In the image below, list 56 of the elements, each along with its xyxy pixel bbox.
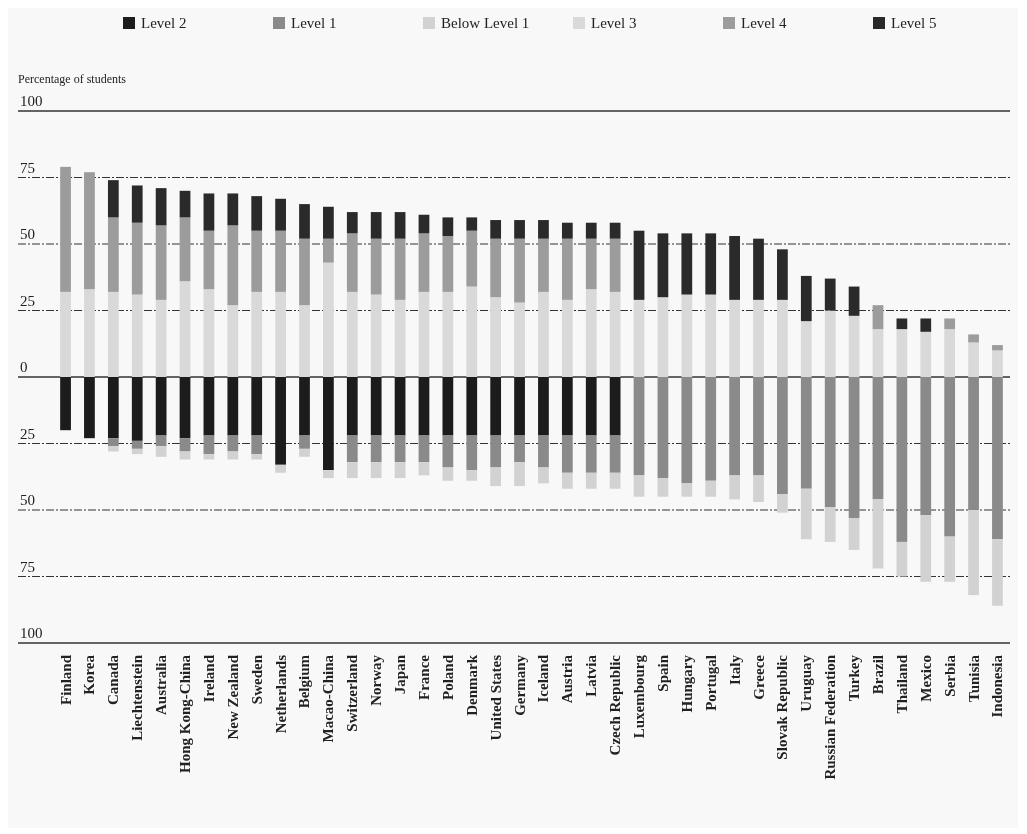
x-tick-label: Germany (511, 654, 528, 716)
y-tick-label: 100 (20, 93, 43, 109)
y-tick-label: 25 (20, 425, 35, 442)
legend-label: Level 3 (591, 15, 637, 31)
x-tick-label: Mexico (917, 655, 934, 702)
x-tick-label: Hong Kong-China (177, 654, 194, 773)
x-tick-label: Greece (750, 654, 767, 700)
x-tick-label: Brazil (869, 655, 886, 695)
y-tick-label: 75 (20, 558, 35, 575)
legend-label: Level 5 (891, 15, 937, 31)
x-tick-label: Switzerland (344, 654, 361, 732)
x-tick-label: Liechtenstein (129, 654, 146, 741)
legend-label: Level 2 (141, 15, 187, 31)
y-tick-label: 75 (20, 159, 35, 176)
x-tick-label: Iceland (535, 654, 552, 703)
x-tick-label: Tunisia (965, 654, 982, 702)
x-tick-label: Denmark (463, 654, 480, 716)
x-tick-label: Turkey (846, 654, 863, 702)
x-tick-label: Latvia (583, 654, 600, 697)
x-tick-label: Serbia (941, 654, 958, 697)
x-tick-label: Portugal (702, 655, 719, 711)
y-tick-label: 25 (20, 292, 35, 309)
x-tick-label: Indonesia (989, 654, 1006, 718)
x-tick-label: Canada (105, 654, 122, 706)
x-tick-label: New Zealand (224, 654, 241, 740)
x-tick-label: United States (487, 654, 504, 741)
x-tick-label: Spain (654, 654, 671, 692)
x-tick-label: Norway (368, 654, 385, 706)
x-tick-label: Finland (57, 654, 74, 706)
legend-label: Level 1 (291, 15, 337, 31)
y-tick-label: 0 (20, 359, 28, 375)
x-tick-label: Slovak Republic (774, 654, 791, 760)
legend-label: Level 4 (741, 15, 787, 31)
x-tick-label: Sweden (248, 654, 265, 705)
x-tick-label: Luxembourg (631, 654, 648, 739)
x-tick-label: Korea (81, 654, 98, 695)
x-tick-label: Japan (392, 654, 409, 695)
y-axis-title: Percentage of students (18, 72, 127, 86)
x-tick-label: France (415, 654, 432, 700)
x-tick-label: Poland (439, 654, 456, 701)
x-tick-label: Italy (726, 654, 743, 685)
x-tick-label: Netherlands (272, 654, 289, 734)
x-tick-label: Russian Federation (822, 654, 839, 780)
y-tick-label: 100 (20, 625, 43, 641)
x-tick-label: Ireland (200, 654, 217, 703)
x-tick-label: Macao-China (320, 654, 337, 743)
legend-label: Below Level 1 (441, 15, 530, 31)
x-tick-label: Australia (153, 654, 170, 715)
x-tick-label: Czech Republic (607, 654, 624, 756)
x-tick-label: Belgium (296, 654, 313, 709)
x-tick-label: Austria (559, 654, 576, 704)
y-tick-label: 50 (20, 492, 35, 508)
x-tick-label: Thailand (893, 654, 910, 714)
x-tick-label: Hungary (678, 654, 695, 713)
y-tick-label: 50 (20, 226, 35, 242)
x-tick-label: Uruguay (798, 654, 815, 712)
